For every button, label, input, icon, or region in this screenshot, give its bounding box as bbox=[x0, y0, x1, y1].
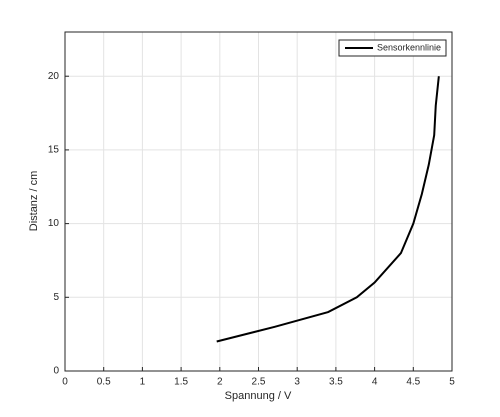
x-tick-label: 1.5 bbox=[174, 377, 188, 388]
y-tick-label: 20 bbox=[48, 71, 60, 82]
y-tick-label: 10 bbox=[48, 218, 60, 229]
x-tick-label: 4 bbox=[372, 377, 378, 388]
y-tick-label: 0 bbox=[53, 366, 59, 377]
x-tick-label: 2.5 bbox=[252, 377, 266, 388]
y-axis-label: Distanz / cm bbox=[28, 171, 40, 232]
legend-label: Sensorkennlinie bbox=[377, 42, 441, 52]
y-tick-label: 5 bbox=[53, 292, 59, 303]
x-tick-label: 1 bbox=[140, 377, 146, 388]
y-tick-label: 15 bbox=[48, 145, 60, 156]
legend-box bbox=[338, 39, 447, 57]
x-tick-label: 5 bbox=[449, 377, 455, 388]
x-tick-label: 0.5 bbox=[97, 377, 111, 388]
data-line bbox=[216, 76, 440, 343]
x-axis-label: Spannung / V bbox=[225, 390, 292, 402]
x-tick-label: 0 bbox=[62, 377, 68, 388]
x-tick-label: 3 bbox=[294, 377, 300, 388]
x-tick-label: 3.5 bbox=[329, 377, 343, 388]
x-tick-label: 2 bbox=[217, 377, 223, 388]
x-tick-label: 4.5 bbox=[406, 377, 420, 388]
axes-box bbox=[64, 31, 453, 372]
